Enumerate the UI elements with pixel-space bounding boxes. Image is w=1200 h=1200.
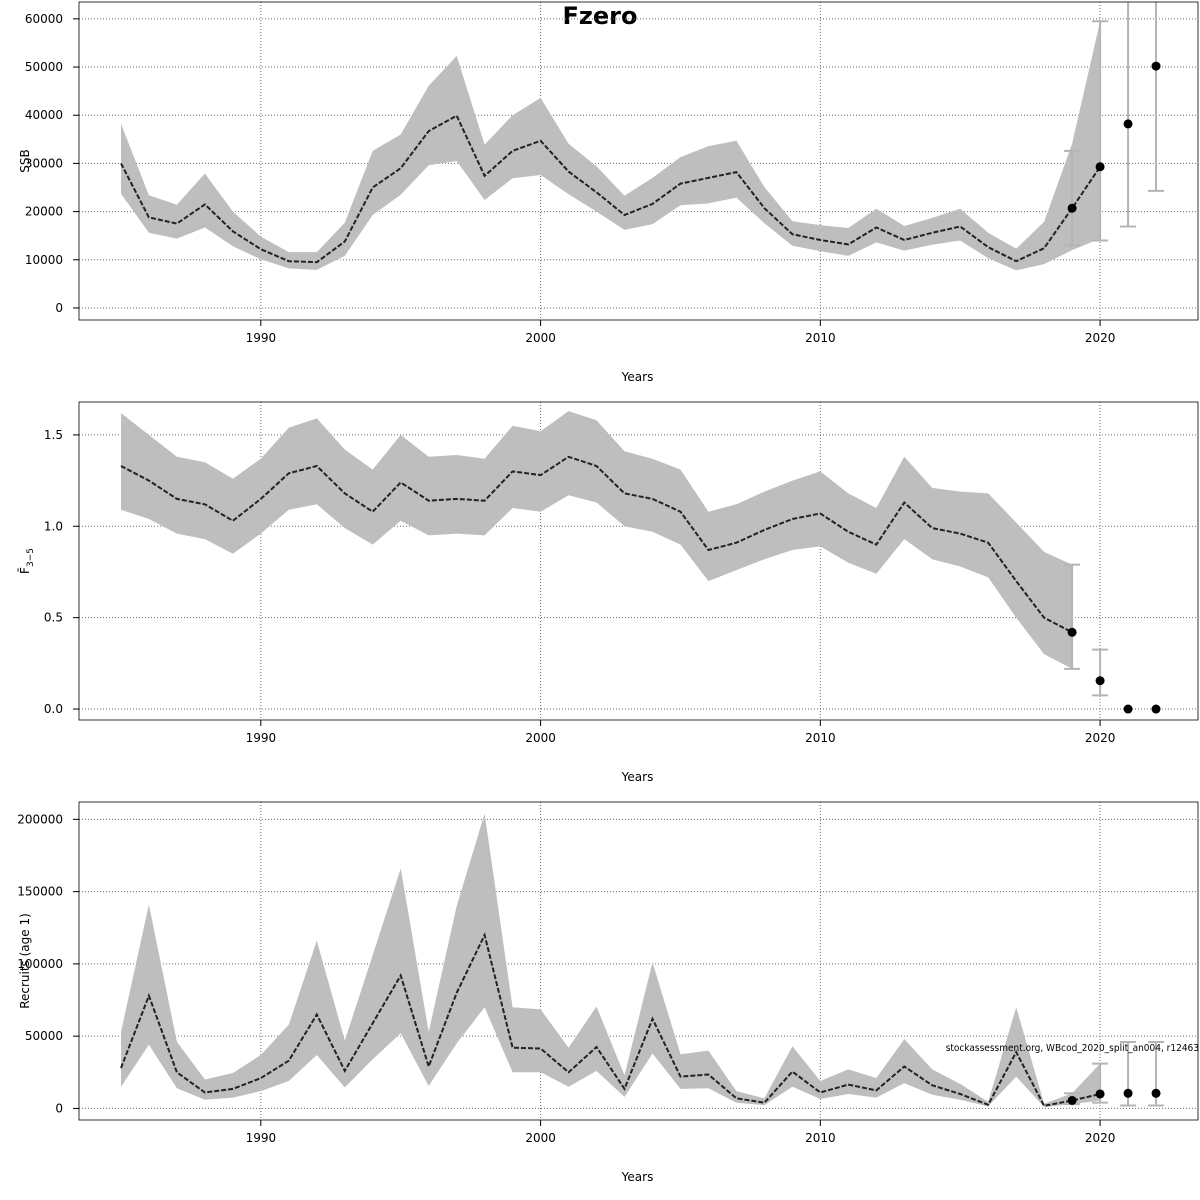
fbar-yaxis-title: F̄3−5 (18, 548, 36, 574)
ssb-xtick-label-2000: 2000 (525, 331, 556, 345)
recruits-xtick-label-2020: 2020 (1085, 1131, 1116, 1145)
recruits-xtick-label-2010: 2010 (805, 1131, 836, 1145)
fbar-ytick-label-2: 1.0 (44, 519, 63, 533)
recruits-ytick-label-3: 150000 (17, 885, 63, 899)
recruits-xtick-label-2000: 2000 (525, 1131, 556, 1145)
fbar-ytick-label-1: 0.5 (44, 611, 63, 625)
fbar-ytick-label-0: 0.0 (44, 702, 63, 716)
recruits-xtick-label-1990: 1990 (246, 1131, 277, 1145)
fbar-xtick-label-2020: 2020 (1085, 731, 1116, 745)
ssb-ytick-label-4: 40000 (25, 108, 63, 122)
recruits-confidence-band (121, 813, 1101, 1107)
ssb-series (120, 2, 1165, 271)
ssb-confidence-band (121, 21, 1101, 271)
fbar-estimate-line (120, 455, 1073, 634)
ssb-xtick-label-1990: 1990 (246, 331, 277, 345)
ssb-ytick-label-5: 50000 (25, 60, 63, 74)
ssb-ytick-label-1: 10000 (25, 253, 63, 267)
ssb-forecast-point-2019 (1067, 203, 1077, 213)
ssb-xaxis-title: Years (621, 370, 654, 384)
ssb-xtick-label-2010: 2010 (805, 331, 836, 345)
fbar-forecast-point-2020 (1095, 676, 1105, 686)
credit-text: stockassessment.org, WBcod_2020_split_an… (946, 1043, 1199, 1054)
recruits-series (120, 813, 1165, 1107)
fbar-confidence-band (121, 411, 1073, 669)
ssb-grid (79, 2, 1198, 320)
fbar-ytick-label-3: 1.5 (44, 428, 63, 442)
fbar-xaxis-title: Years (621, 770, 654, 784)
fbar-forecast-point-2022 (1151, 704, 1161, 714)
recruits-ytick-label-1: 50000 (25, 1029, 63, 1043)
fbar-forecast-point-2019 (1067, 627, 1077, 637)
ssb-forecast-point-2022 (1151, 61, 1161, 71)
recruits-ytick-label-2: 100000 (17, 957, 63, 971)
ssb-xtick-label-2020: 2020 (1085, 331, 1116, 345)
ssb-ytick-label-0: 0 (55, 301, 63, 315)
fbar-panel: 1990 2000 2010 2020 0.0 0.5 1.0 1.5 Years F̄3−5 (18, 401, 1199, 784)
ssb-forecast-point-2021 (1123, 119, 1133, 129)
recruits-plot-frame (78, 801, 1199, 1121)
ssb-estimate-line (120, 114, 1101, 264)
recruits-forecast-point-2020 (1095, 1089, 1105, 1099)
recruits-panel: 1990 2000 2010 2020 0 50000 100000 150000 200000… (17, 801, 1199, 1184)
fbar-yaxis-title-subscript: 3−5 (26, 548, 36, 567)
recruits-xaxis-title: Years (621, 1170, 654, 1184)
recruits-forecast-point-2022 (1151, 1088, 1161, 1098)
recruits-yaxis-title: Recruits (age 1) (18, 913, 32, 1009)
recruits-ytick-label-4: 200000 (17, 812, 63, 826)
ssb-forecast-point-2020 (1095, 162, 1105, 172)
main-title: Fzero (563, 2, 638, 30)
ssb-plot-frame (78, 1, 1199, 321)
fbar-xtick-label-2000: 2000 (525, 731, 556, 745)
fbar-xtick-label-2010: 2010 (805, 731, 836, 745)
recruits-forecast-point-2019 (1067, 1095, 1077, 1105)
fbar-plot-frame (78, 401, 1199, 721)
ssb-panel: 1990 2000 2010 2020 0 10000 20000 30000 40000 500… (18, 1, 1199, 384)
ssb-ytick-label-6: 60000 (25, 12, 63, 26)
fbar-xtick-label-1990: 1990 (246, 731, 277, 745)
ssb-ytick-label-2: 20000 (25, 205, 63, 219)
fbar-series (120, 411, 1161, 714)
recruits-ytick-label-0: 0 (55, 1101, 63, 1115)
recruits-forecast-point-2021 (1123, 1088, 1133, 1098)
ssb-ytick-label-3: 30000 (25, 156, 63, 170)
fbar-forecast-point-2021 (1123, 704, 1133, 714)
recruits-estimate-line (120, 932, 1101, 1107)
ssb-yaxis-title: SSB (18, 149, 32, 172)
